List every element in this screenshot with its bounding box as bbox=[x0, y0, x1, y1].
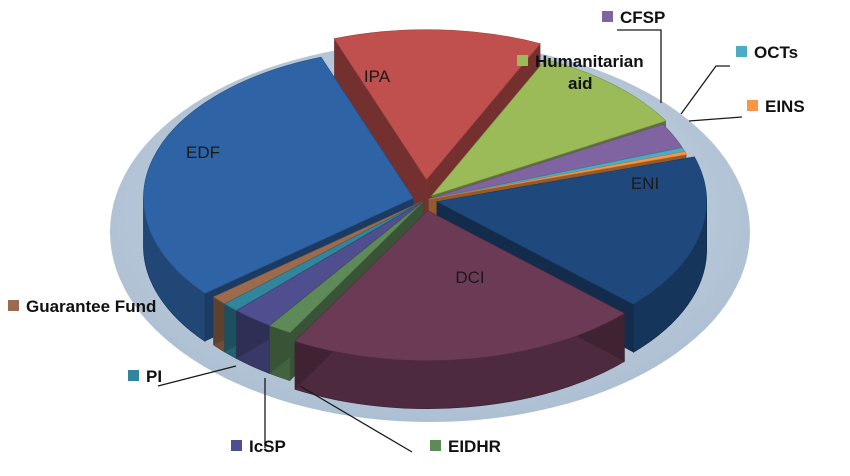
legend-swatch-cfsp bbox=[602, 11, 613, 22]
slice-top-humanitarian-aid bbox=[430, 59, 667, 197]
slice-top-edf bbox=[143, 56, 414, 294]
slice-label-guarantee-fund: Guarantee Fund bbox=[26, 297, 156, 316]
slice-top-pi bbox=[223, 201, 423, 311]
slice-top-eins bbox=[428, 151, 687, 200]
leader-line-eidhr bbox=[299, 385, 413, 453]
slice-label-eni: ENI bbox=[631, 174, 659, 193]
legend-swatch-octs bbox=[736, 46, 747, 57]
slice-label-eidhr: EIDHR bbox=[448, 437, 501, 456]
slice-label-dci: DCI bbox=[455, 268, 484, 287]
leader-line-octs bbox=[680, 65, 730, 115]
leader-line-pi bbox=[157, 365, 237, 387]
label-humanitarian-aid: Humanitarian aid bbox=[517, 52, 644, 93]
slice-label-eins: EINS bbox=[765, 97, 805, 116]
slice-top-eidhr bbox=[269, 201, 424, 333]
legend-swatch-pi bbox=[128, 370, 139, 381]
label-dci: DCI bbox=[455, 268, 484, 287]
slices-layer bbox=[143, 29, 707, 409]
legend-swatch-guarantee-fund bbox=[8, 300, 19, 311]
label-edf: EDF bbox=[186, 143, 220, 162]
label-ipa: IPA bbox=[364, 67, 391, 86]
labels-layer: IPA Humanitarian aid CFSP OCTs EINS ENI DCI EIDH… bbox=[8, 8, 805, 456]
slice-label-octs: OCTs bbox=[754, 43, 798, 62]
label-eidhr: EIDHR bbox=[299, 385, 501, 456]
slice-label-edf: EDF bbox=[186, 143, 220, 162]
leader-line-eins bbox=[688, 116, 743, 122]
label-octs: OCTs bbox=[680, 43, 798, 115]
slice-top-dci bbox=[294, 210, 626, 361]
slice-label-icsp: IcSP bbox=[249, 437, 286, 456]
slice-label-humanitarian-aid: Humanitarian aid bbox=[535, 52, 644, 93]
label-cfsp: CFSP bbox=[602, 8, 665, 103]
slice-top-eni bbox=[435, 156, 707, 305]
slice-top-icsp bbox=[235, 201, 423, 326]
label-guarantee-fund: Guarantee Fund bbox=[8, 297, 156, 316]
slice-dci bbox=[294, 210, 626, 409]
label-eins: EINS bbox=[688, 97, 805, 122]
label-icsp: IcSP bbox=[231, 378, 286, 456]
label-eni: ENI bbox=[631, 174, 659, 193]
leader-line-cfsp bbox=[617, 29, 662, 103]
label-pi: PI bbox=[128, 365, 237, 387]
slice-top-ipa bbox=[333, 29, 541, 181]
slice-label-ipa: IPA bbox=[364, 67, 391, 86]
slice-edge-ipa bbox=[334, 38, 427, 228]
legend-swatch-icsp bbox=[231, 440, 242, 451]
slice-label-cfsp: CFSP bbox=[620, 8, 665, 27]
legend-swatch-eidhr bbox=[430, 440, 441, 451]
legend-swatch-eins bbox=[747, 100, 758, 111]
legend-swatch-humanitarian-aid bbox=[517, 55, 528, 66]
slice-label-pi: PI bbox=[146, 367, 162, 386]
